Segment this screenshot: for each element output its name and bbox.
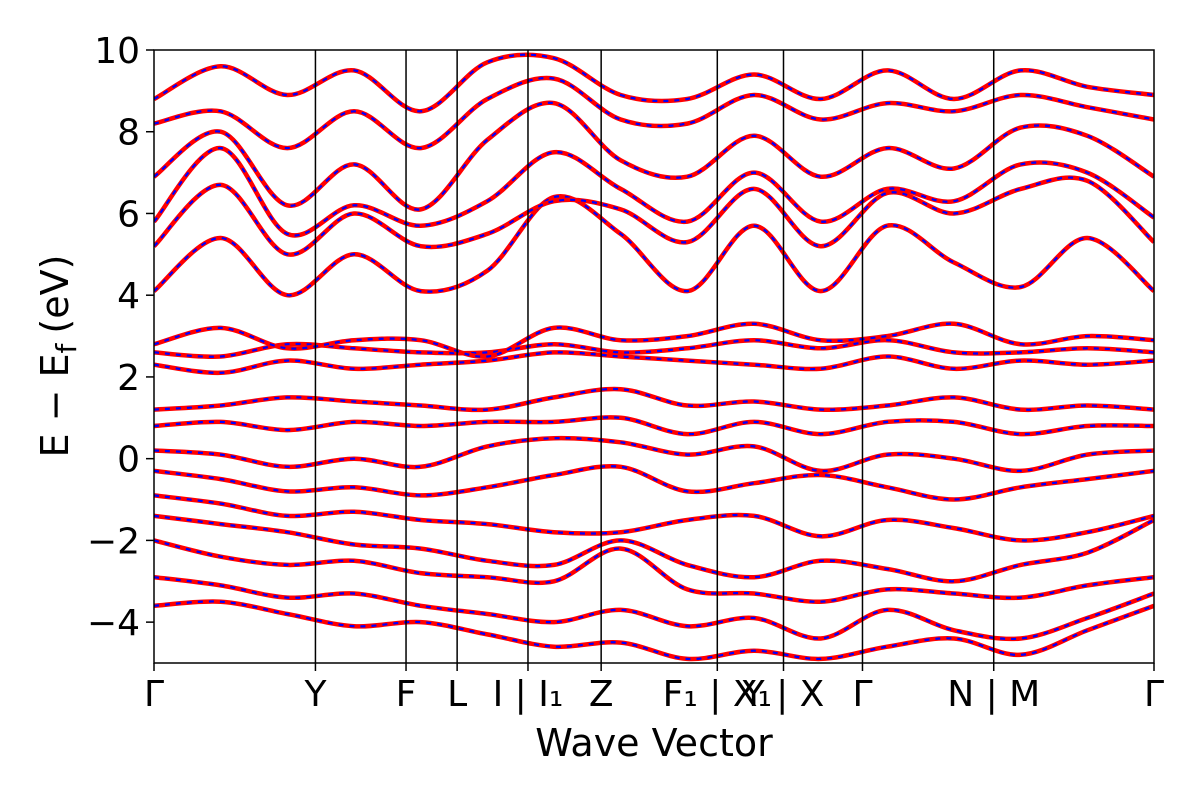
y-tick-label: 8 xyxy=(117,113,140,154)
x-axis-label: Wave Vector xyxy=(535,721,773,765)
band-line-blue xyxy=(154,494,1154,542)
band-line-blue xyxy=(154,387,1154,411)
y-axis-label-main: E − E xyxy=(33,353,77,457)
x-tick-label: Y xyxy=(303,674,327,715)
band-line-blue xyxy=(154,436,1154,473)
y-axis-ticks: −4 −2 0 2 4 6 8 10 xyxy=(87,31,154,644)
x-tick-label: Γ xyxy=(852,674,872,715)
band-line-blue xyxy=(154,514,1154,583)
band-line-blue xyxy=(154,465,1154,501)
plot-frame xyxy=(153,49,1155,664)
band-line-blue xyxy=(154,576,1154,641)
band-line-blue xyxy=(154,539,1154,603)
x-tick-label: Γ xyxy=(1144,674,1164,715)
kpoint-lines xyxy=(314,50,995,663)
y-axis-label: E − Ef (eV) xyxy=(33,255,83,458)
y-tick-label: 2 xyxy=(117,358,140,399)
x-tick-label: Z xyxy=(589,674,614,715)
x-tick-label: Γ xyxy=(144,674,164,715)
y-tick-label: 4 xyxy=(117,276,140,317)
y-axis-label-unit: (eV) xyxy=(33,255,77,334)
x-tick-label: N | M xyxy=(947,674,1040,715)
band-line-blue xyxy=(154,176,1154,256)
x-tick-label: I | I₁ xyxy=(493,674,564,715)
band-line-blue xyxy=(154,600,1154,661)
band-lines xyxy=(154,52,1154,662)
x-tick-label: Y | X xyxy=(742,674,825,715)
y-tick-label: −4 xyxy=(87,603,140,644)
x-tick-label: F xyxy=(396,674,417,715)
band-line-blue xyxy=(154,351,1154,374)
band-line-red xyxy=(154,321,1154,359)
band-line-blue xyxy=(154,76,1154,150)
y-tick-label: 0 xyxy=(117,440,140,481)
y-axis-label-sub: f xyxy=(50,342,83,353)
band-line-blue xyxy=(154,146,1154,237)
x-tick-label: F₁ | X₁ xyxy=(663,674,772,715)
band-line-blue xyxy=(154,416,1154,436)
y-tick-label: −2 xyxy=(87,521,140,562)
y-tick-label: 6 xyxy=(117,194,140,235)
x-tick-label: L xyxy=(447,674,467,715)
band-line-blue xyxy=(154,53,1154,113)
y-tick-label: 10 xyxy=(94,31,140,72)
band-line-blue xyxy=(154,101,1154,211)
band-line-blue xyxy=(154,195,1154,297)
